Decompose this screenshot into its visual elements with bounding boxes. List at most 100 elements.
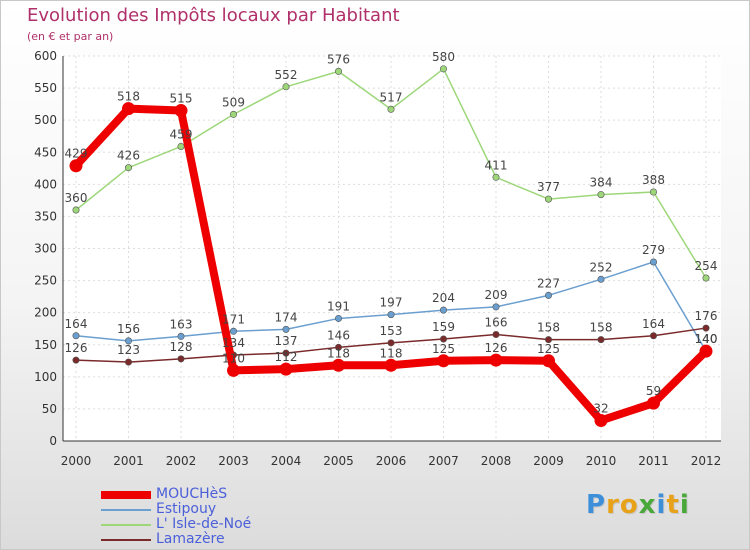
x-tick-label: 2009 (533, 454, 564, 468)
data-label-3: 134 (222, 336, 245, 350)
series-point-2 (177, 142, 185, 150)
legend-label-isle-de-noe: L' Isle-de-Noé (156, 516, 252, 532)
data-label-2: 254 (695, 259, 718, 273)
series-point-3 (177, 355, 185, 363)
series-point-3 (597, 336, 605, 344)
series-point-1 (177, 332, 185, 340)
x-tick-label: 2002 (166, 454, 197, 468)
data-label-1: 227 (537, 276, 560, 290)
series-point-3 (492, 330, 500, 338)
series-point-0 (437, 354, 450, 368)
data-label-3: 166 (485, 315, 508, 329)
series-point-2 (125, 164, 133, 172)
series-point-2 (439, 65, 447, 73)
data-label-2: 459 (170, 127, 193, 141)
data-label-2: 509 (222, 95, 245, 109)
x-tick-label: 2005 (323, 454, 354, 468)
series-point-1 (439, 306, 447, 314)
y-tick-label: 450 (34, 145, 57, 159)
data-label-3: 128 (170, 340, 193, 354)
chart-title: Evolution des Impôts locaux par Habitant (27, 5, 400, 26)
series-point-0 (699, 344, 713, 358)
y-tick-label: 500 (34, 113, 57, 127)
series-point-3 (439, 335, 447, 343)
legend-swatch-isle-de-noe (101, 524, 151, 526)
series-point-3 (702, 324, 710, 332)
data-label-1: 191 (327, 299, 350, 313)
data-label-0: 32 (593, 401, 608, 415)
data-label-1: 252 (590, 260, 613, 274)
data-label-0: 112 (275, 350, 298, 364)
series-point-3 (125, 358, 133, 366)
data-label-1: 140 (695, 332, 718, 346)
logo-letter: r (606, 490, 620, 520)
series-point-3 (544, 336, 552, 344)
series-point-3 (387, 339, 395, 347)
series-point-2 (387, 105, 395, 113)
y-tick-label: 250 (34, 274, 57, 288)
data-label-2: 388 (642, 173, 665, 187)
data-label-0: 429 (65, 147, 88, 161)
data-label-0: 515 (170, 92, 193, 106)
data-label-1: 204 (432, 291, 455, 305)
data-label-3: 158 (537, 321, 560, 335)
data-label-3: 153 (380, 324, 403, 338)
series-point-1 (387, 311, 395, 319)
data-label-3: 137 (275, 334, 298, 348)
legend-swatch-mouches (101, 491, 151, 499)
y-tick-label: 100 (34, 370, 57, 384)
series-point-1 (230, 327, 238, 335)
series-point-3 (649, 332, 657, 340)
data-label-3: 123 (117, 343, 140, 357)
data-label-0: 59 (646, 384, 661, 398)
data-label-3: 164 (642, 317, 665, 331)
data-label-2: 426 (117, 149, 140, 163)
data-label-1: 156 (117, 322, 140, 336)
data-label-1: 171 (222, 312, 245, 326)
logo-letter: i (679, 490, 690, 520)
logo-letter: t (666, 490, 680, 520)
x-tick-label: 2011 (638, 454, 669, 468)
data-label-1: 163 (170, 317, 193, 331)
series-point-0 (174, 104, 188, 118)
x-tick-label: 2008 (481, 454, 512, 468)
y-tick-label: 400 (34, 177, 57, 191)
data-label-0: 140 (695, 332, 718, 346)
series-point-0 (227, 363, 240, 377)
series-point-0 (122, 102, 135, 116)
data-label-0: 126 (485, 341, 508, 355)
series-point-2 (597, 191, 605, 199)
data-label-0: 518 (117, 90, 140, 104)
series-point-3 (334, 343, 342, 351)
series-point-2 (72, 206, 80, 214)
data-label-1: 174 (275, 310, 298, 324)
series-point-0 (594, 413, 608, 427)
series-point-1 (72, 332, 80, 340)
y-tick-label: 550 (34, 81, 57, 95)
plot-area (63, 56, 721, 441)
data-label-2: 377 (537, 180, 560, 194)
y-tick-label: 350 (34, 209, 57, 223)
logo-letter: o (619, 490, 639, 520)
series-point-1 (597, 275, 605, 283)
series-point-0 (647, 396, 660, 410)
x-tick-label: 2010 (586, 454, 617, 468)
data-label-3: 159 (432, 320, 455, 334)
series-point-1 (544, 291, 552, 299)
series-point-1 (492, 303, 500, 311)
data-label-3: 126 (65, 341, 88, 355)
legend-swatch-lamazere (101, 539, 151, 541)
y-tick-label: 50 (42, 402, 57, 416)
x-tick-label: 2000 (61, 454, 92, 468)
data-label-3: 176 (695, 309, 718, 323)
data-label-2: 552 (275, 68, 298, 82)
series-point-2 (334, 67, 342, 75)
logo-letter: i (656, 490, 667, 520)
data-label-1: 197 (380, 296, 403, 310)
legend-label-mouches: MOUCHèS (156, 486, 228, 502)
y-tick-label: 200 (34, 306, 57, 320)
data-label-2: 576 (327, 52, 350, 66)
data-label-2: 517 (380, 90, 403, 104)
x-tick-label: 2012 (691, 454, 722, 468)
